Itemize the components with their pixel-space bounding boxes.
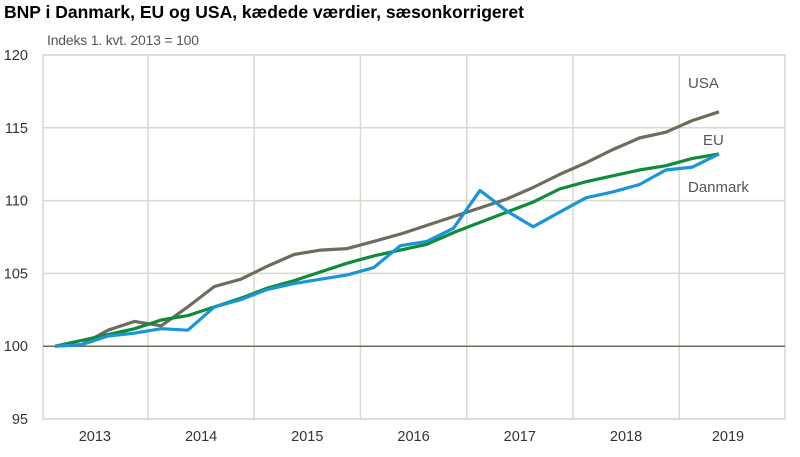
y-axis-ticks: 95 100 105 110 115 120 [4,48,28,428]
series-label-usa: USA [688,75,719,92]
chart-title: BNP i Danmark, EU og USA, kædede værdier… [4,2,524,22]
y-tick-label: 120 [4,48,28,64]
y-tick-label: 105 [4,266,28,282]
x-tick-label: 2018 [610,429,642,445]
grid [42,54,786,420]
series-lines [54,110,720,348]
x-axis-ticks: 2013 2014 2015 2016 2017 2018 2019 [79,429,744,445]
x-tick-label: 2019 [712,429,744,445]
y-tick-label: 110 [5,194,28,210]
chart-subtitle: Indeks 1. kvt. 2013 = 100 [47,32,199,48]
series-label-danmark: Danmark [688,179,749,196]
series-line-danmark [54,152,720,348]
plot-frame [42,54,786,420]
series-line-usa [54,110,720,348]
x-tick-label: 2015 [291,429,323,445]
x-tick-label: 2014 [185,429,217,445]
y-tick-label: 100 [4,339,28,355]
x-tick-label: 2017 [504,429,536,445]
y-tick-label: 115 [5,121,28,137]
series-label-eu: EU [703,132,724,149]
series-line-eu [54,152,720,348]
x-tick-label: 2016 [397,429,429,445]
series-labels: USA EU Danmark [688,75,749,196]
y-tick-label: 95 [12,412,28,428]
x-tick-label: 2013 [79,429,111,445]
